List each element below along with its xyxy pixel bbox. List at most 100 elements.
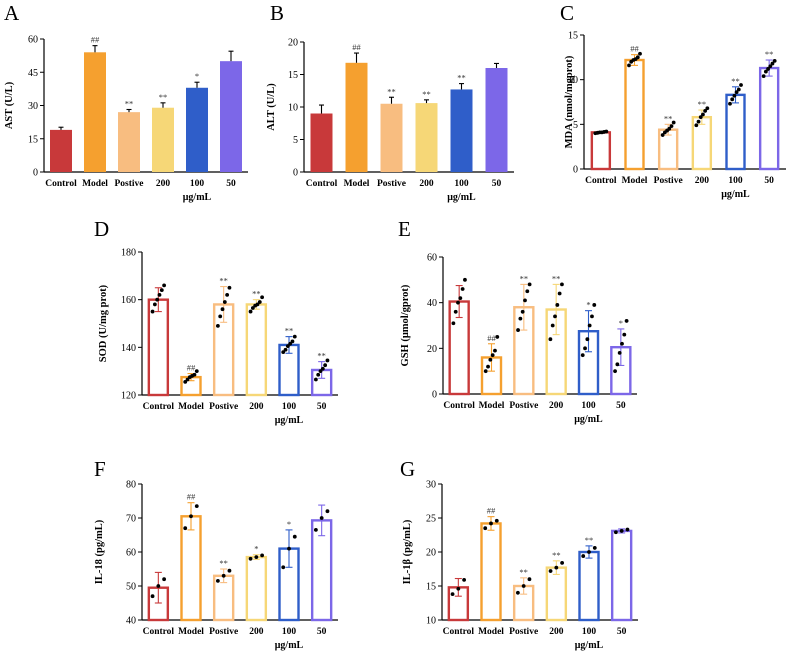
panel-e-data-point — [458, 296, 463, 300]
panel-f-significance-label: * — [254, 544, 258, 554]
panel-c-y-tick-label: 0 — [573, 165, 578, 176]
panel-e-data-point — [560, 282, 564, 287]
panel-d-category-label: Postive — [209, 402, 238, 412]
panel-g-y-tick-label: 25 — [426, 514, 436, 525]
panel-c-category-label: Postive — [654, 176, 683, 186]
panel-g-y-tick-label: 15 — [426, 582, 436, 593]
panel-c-data-point — [604, 129, 609, 134]
panel-d-category-label: 50 — [317, 402, 327, 412]
panel-g-letter: G — [400, 457, 415, 481]
panel-e-data-point — [483, 369, 488, 374]
panel-e-y-tick-label: 40 — [427, 298, 437, 309]
panel-g-significance-label: ** — [552, 550, 561, 560]
panel-d-data-point — [250, 306, 255, 310]
panel-d-data-point — [248, 309, 253, 314]
panel-e-data-point — [557, 291, 562, 296]
panel-f-data-point — [215, 579, 220, 583]
panel-f-y-tick-label: 50 — [126, 582, 136, 593]
panel-b-bar — [310, 113, 333, 172]
panel-e-category-label: Postive — [509, 401, 538, 411]
panel-c-data-point — [701, 112, 705, 117]
panel-c-bar — [725, 93, 746, 171]
panel-a-significance-label: ** — [159, 92, 168, 102]
panel-e-data-point — [451, 321, 456, 326]
panel-f-data-point — [313, 528, 318, 532]
panel-a-bar — [220, 61, 242, 172]
panel-d-data-point — [183, 379, 188, 384]
panel-d-data-point — [316, 372, 321, 377]
panel-b-y-tick-label: 15 — [288, 70, 298, 81]
panel-d-data-point — [222, 300, 227, 304]
panel-c-data-point — [766, 67, 770, 71]
panel-f-y-tick-label: 40 — [126, 616, 136, 627]
panel-g-y-tick-label: 10 — [426, 616, 436, 627]
panel-b-y-tick-label: 10 — [288, 103, 298, 114]
panel-g-x-unit-label: μg/mL — [575, 640, 604, 651]
panel-f-category-label: 50 — [317, 627, 327, 637]
panel-d-data-point — [159, 288, 164, 293]
panel-d-data-point — [325, 358, 330, 363]
panel-a-y-tick-label: 45 — [28, 68, 38, 79]
panel-c-y-tick-label: 5 — [573, 120, 578, 131]
panel-b-y-tick-label: 20 — [288, 38, 298, 49]
panel-c-data-point — [763, 69, 768, 74]
panel-e-y-tick-label: 0 — [432, 390, 437, 401]
panel-d-letter: D — [94, 217, 109, 241]
panel-f-data-point — [189, 514, 193, 519]
panel-g-category-label: 200 — [549, 627, 564, 637]
panel-b-y-tick-label: 0 — [293, 168, 298, 179]
panel-a-category-label: Postive — [114, 179, 143, 189]
panel-f-category-label: 100 — [282, 627, 297, 637]
panel-c-category-label: Model — [622, 176, 648, 186]
panel-d-significance-label: ** — [317, 351, 326, 361]
panel-g-bar — [610, 529, 633, 622]
panel-b-significance-label: ** — [422, 89, 431, 99]
panel-e-data-point — [486, 364, 490, 369]
panel-a-category-label: 200 — [156, 179, 171, 189]
panel-d-data-point — [283, 347, 288, 352]
panel-c-data-point — [671, 120, 676, 125]
panel-d-category-label: 200 — [249, 402, 264, 412]
panel-e-data-point — [585, 337, 590, 342]
panel-f-significance-label: * — [287, 519, 291, 529]
panel-d-y-tick-label: 140 — [121, 343, 136, 354]
panel-g-data-point — [619, 529, 624, 533]
panel-e-data-point — [525, 289, 530, 294]
panel-d-significance-label: ** — [219, 276, 228, 286]
panel-f-bar — [245, 555, 268, 622]
panel-f-data-point — [248, 556, 253, 561]
panel-d-y-axis-title: SOD (U/mg prot) — [98, 284, 109, 362]
panel-b-x-unit-label: μg/mL — [447, 192, 476, 203]
panel-e-significance-label: ** — [552, 273, 561, 283]
panel-g-data-point — [515, 590, 520, 595]
panel-g-data-point — [450, 592, 455, 597]
panel-f-letter: F — [94, 457, 106, 481]
panel-b-bar — [450, 89, 473, 172]
panel-g-data-point — [527, 577, 532, 582]
panel-d-y-tick-label: 160 — [121, 295, 136, 306]
panel-g-y-tick-label: 20 — [426, 548, 436, 559]
panel-a-bar — [84, 52, 106, 172]
panel-g-significance-label: ** — [585, 535, 594, 545]
panel-b-bar — [415, 103, 438, 172]
panel-c-data-point — [694, 123, 699, 128]
panel-b-bar — [345, 62, 368, 172]
panel-c-y-tick-label: 15 — [568, 31, 578, 42]
panel-c-data-point — [732, 93, 737, 98]
panel-e-x-unit-label: μg/mL — [574, 414, 603, 425]
panel-a-significance-label: ## — [91, 35, 100, 45]
panel-g-data-point — [521, 584, 526, 588]
panel-c-data-point — [635, 55, 640, 60]
panel-d-data-point — [192, 372, 197, 377]
panel-c-data-point — [627, 63, 631, 68]
panel-a-x-unit-label: μg/mL — [183, 192, 212, 203]
panel-f-category-label: Control — [143, 627, 175, 637]
panel-d-data-point — [255, 302, 260, 307]
panel-e-category-label: Model — [479, 401, 505, 411]
panel-g-data-point — [625, 527, 630, 532]
panel-b-category-label: Model — [344, 179, 370, 189]
panel-d-data-point — [288, 341, 293, 346]
panel-g-data-point — [592, 546, 597, 550]
panel-f-bar — [180, 515, 202, 622]
panel-f-data-point — [254, 555, 259, 559]
